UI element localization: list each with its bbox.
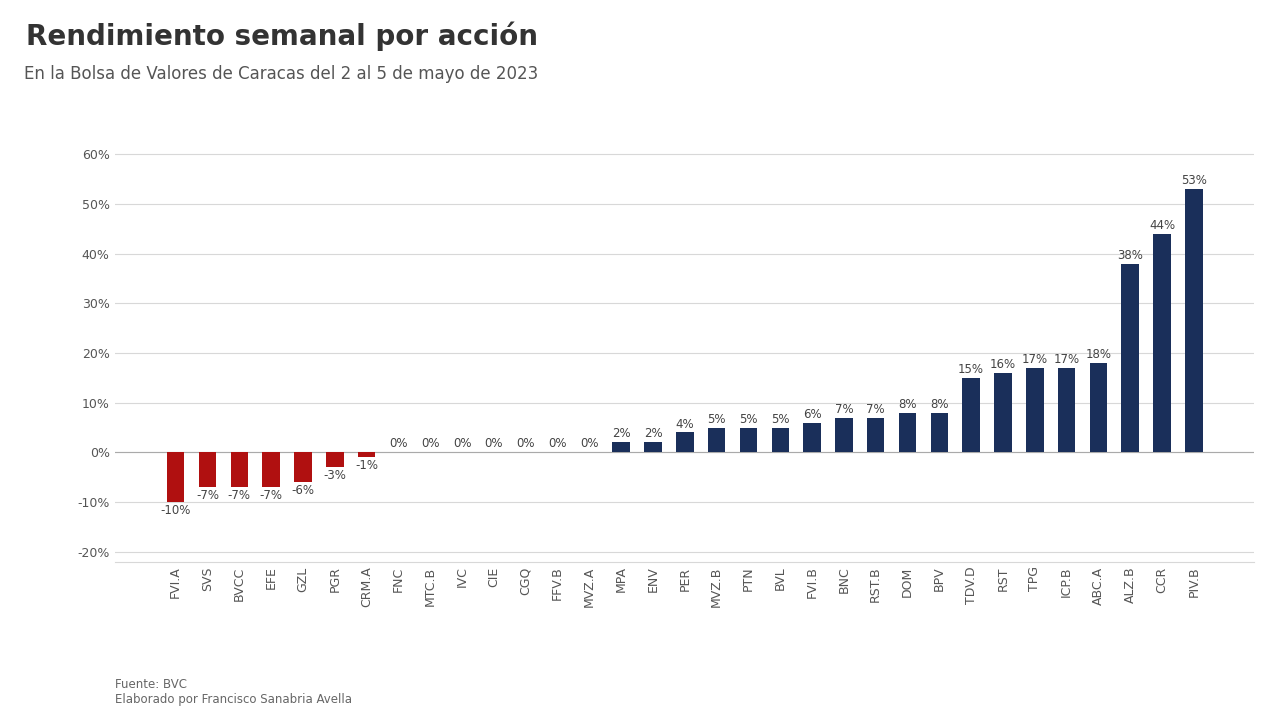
Text: 17%: 17% [1021,353,1048,366]
Text: 5%: 5% [771,413,790,426]
Bar [676,433,694,452]
Bar [804,423,820,452]
Text: 18%: 18% [1085,348,1111,361]
Text: 7%: 7% [835,402,854,415]
Text: Rendimiento semanal por acción: Rendimiento semanal por acción [26,22,538,51]
Bar [867,418,884,452]
Text: 5%: 5% [708,413,726,426]
Text: 8%: 8% [899,397,916,410]
Bar [963,378,980,452]
Bar [612,442,630,452]
Text: -3%: -3% [324,469,347,482]
Bar [326,452,343,467]
Text: 2%: 2% [644,428,662,441]
Bar [931,413,948,452]
Text: 6%: 6% [803,408,822,420]
Bar [899,413,916,452]
Bar [1089,363,1107,452]
Text: En la Bolsa de Valores de Caracas del 2 al 5 de mayo de 2023: En la Bolsa de Valores de Caracas del 2 … [24,65,539,83]
Text: 38%: 38% [1117,248,1143,261]
Bar [644,442,662,452]
Bar [230,452,248,487]
Bar [294,452,312,482]
Bar [1121,264,1139,452]
Text: 0%: 0% [453,437,471,451]
Text: -1%: -1% [355,459,378,472]
Bar [772,428,788,452]
Bar [995,373,1011,452]
Bar [1185,189,1203,452]
Bar [166,452,184,502]
Bar [740,428,758,452]
Text: -7%: -7% [228,489,251,502]
Text: 17%: 17% [1053,353,1079,366]
Text: 4%: 4% [676,418,694,431]
Bar [835,418,852,452]
Text: 53%: 53% [1181,174,1207,187]
Text: 0%: 0% [516,437,535,451]
Bar [198,452,216,487]
Text: 15%: 15% [959,363,984,376]
Text: 44%: 44% [1149,219,1175,232]
Bar [262,452,280,487]
Text: -6%: -6% [292,484,315,497]
Text: 8%: 8% [931,397,948,410]
Text: -7%: -7% [196,489,219,502]
Text: -7%: -7% [260,489,283,502]
Bar [358,452,375,457]
Text: 5%: 5% [739,413,758,426]
Bar [1027,368,1043,452]
Text: Fuente: BVC
Elaborado por Francisco Sanabria Avella: Fuente: BVC Elaborado por Francisco Sana… [115,678,352,706]
Text: 2%: 2% [612,428,631,441]
Bar [1057,368,1075,452]
Text: 0%: 0% [580,437,599,451]
Text: 0%: 0% [389,437,408,451]
Text: -10%: -10% [160,504,191,517]
Text: 0%: 0% [548,437,567,451]
Bar [708,428,726,452]
Text: 0%: 0% [485,437,503,451]
Bar [1153,234,1171,452]
Text: 7%: 7% [867,402,884,415]
Text: 16%: 16% [989,358,1016,371]
Text: 0%: 0% [421,437,439,451]
